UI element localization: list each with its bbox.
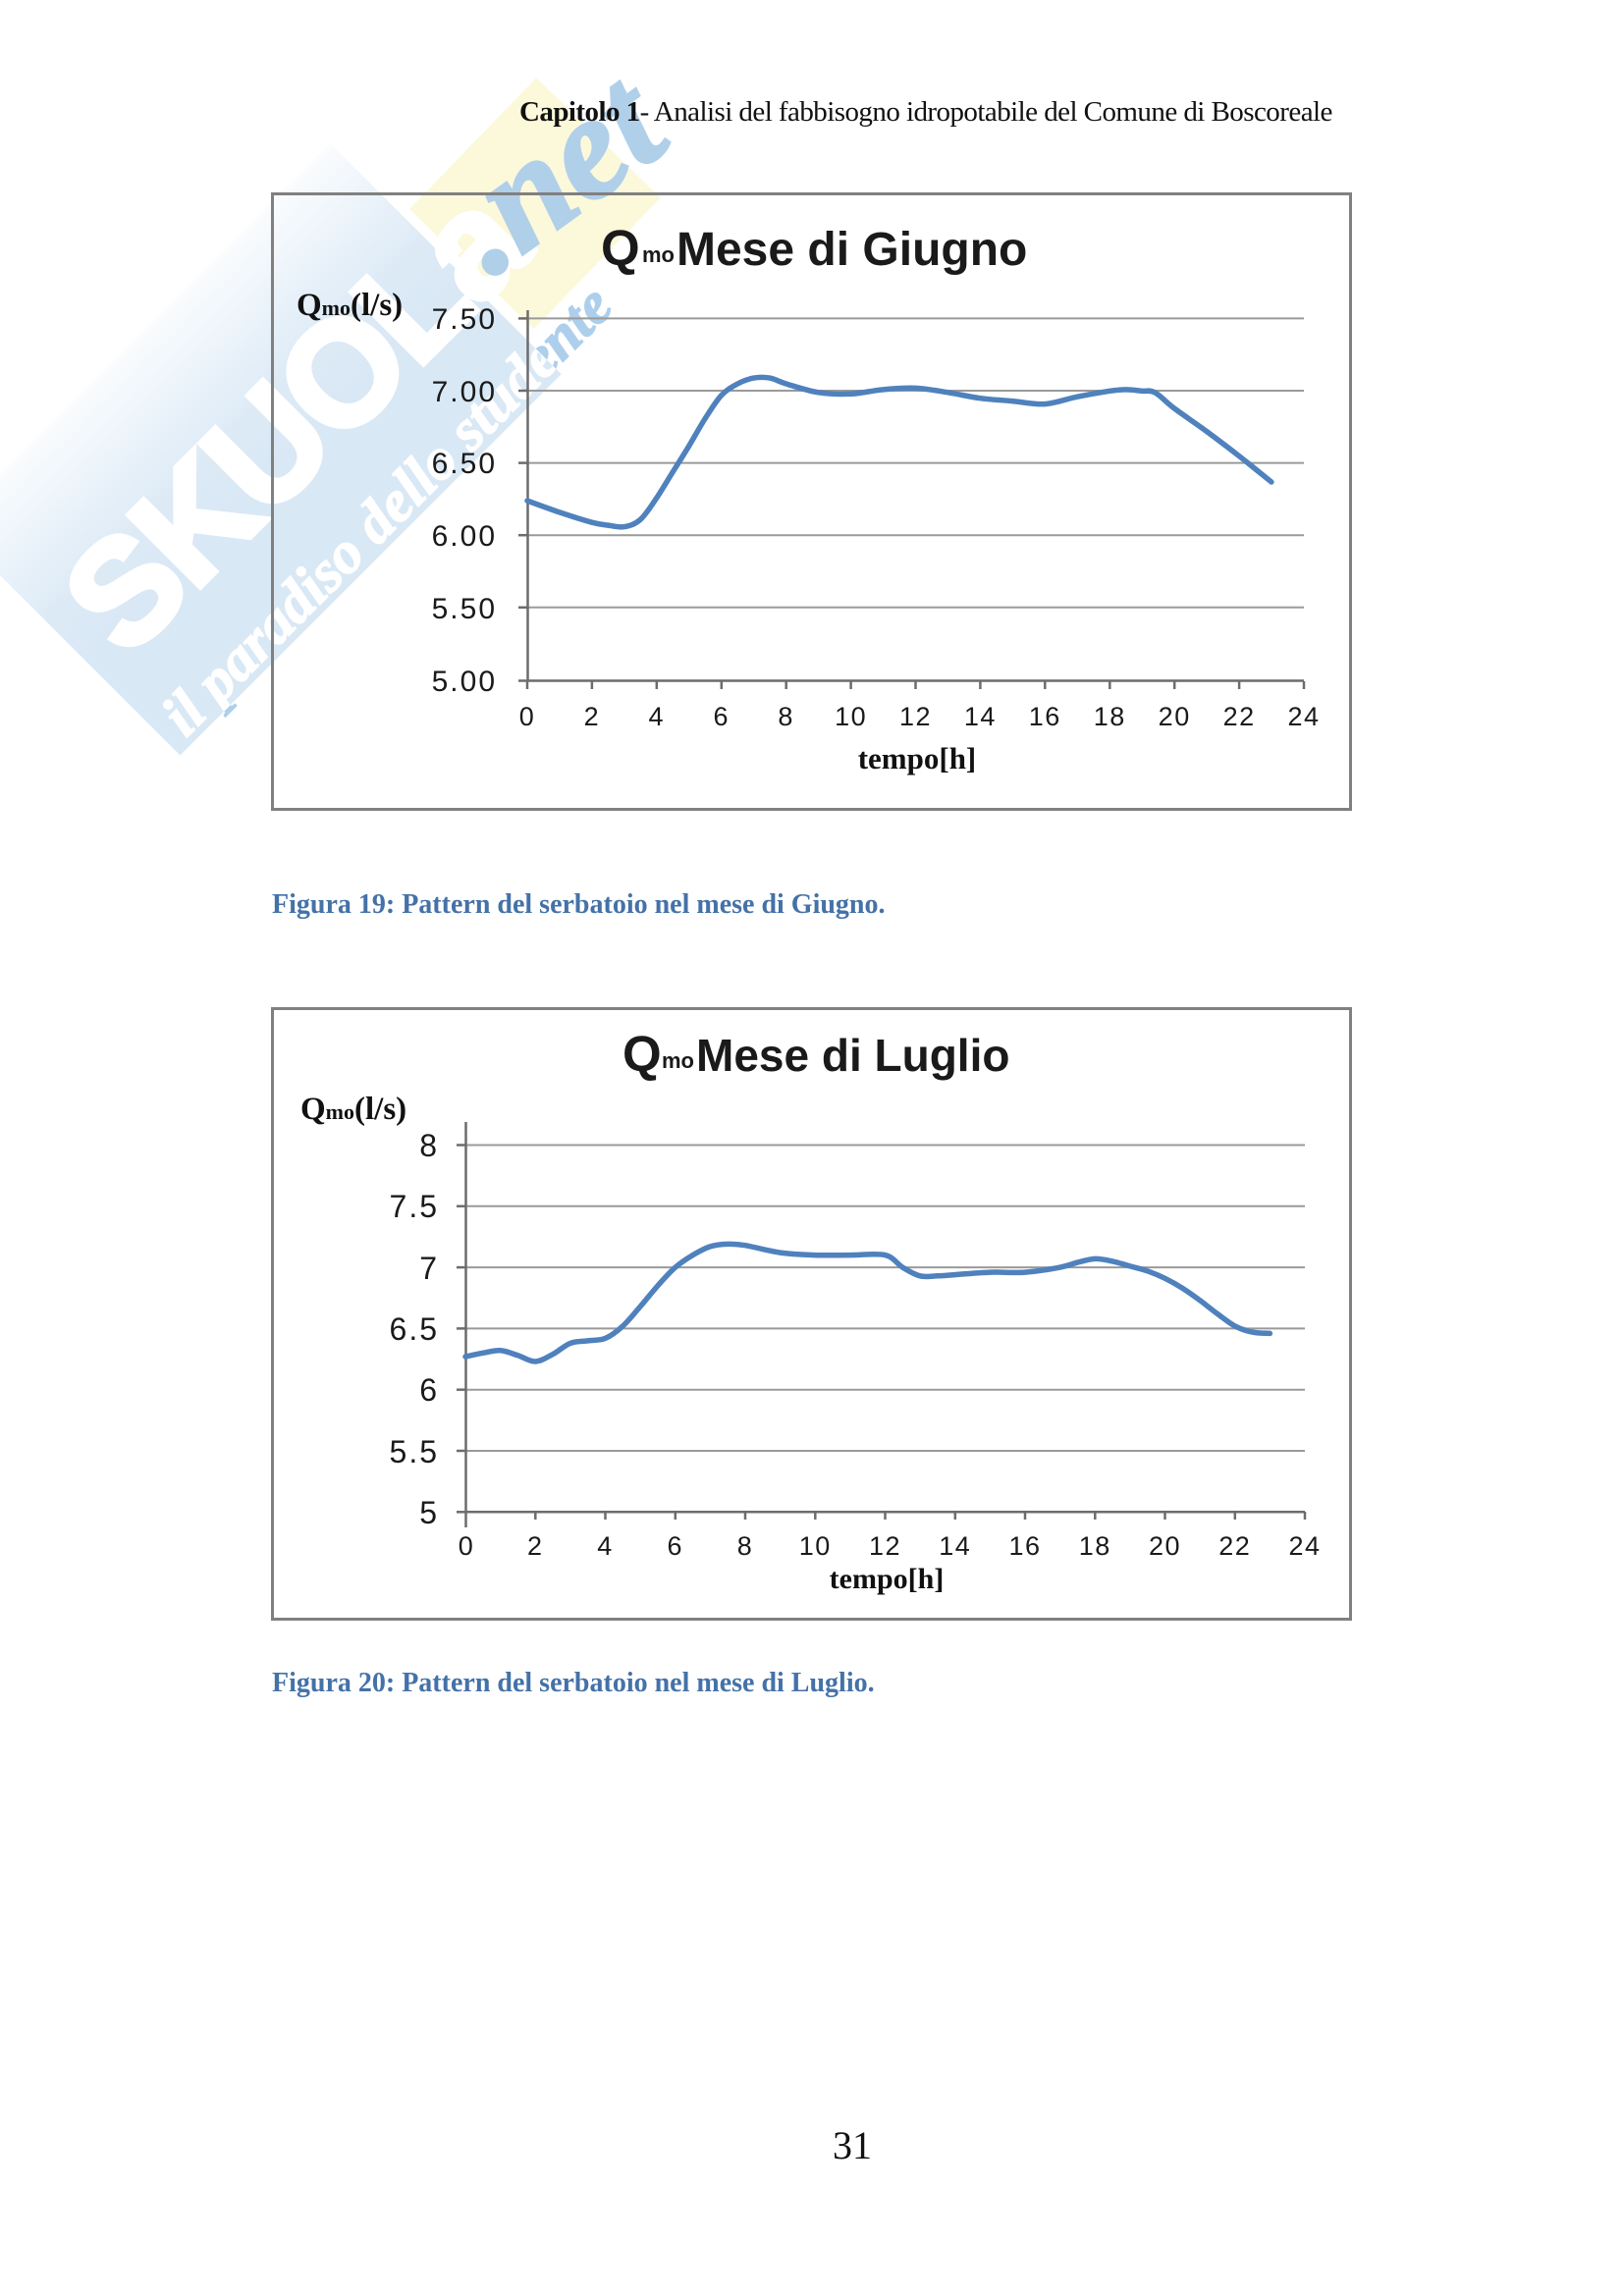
svg-text:20: 20: [1149, 1531, 1181, 1561]
svg-text:Q: Q: [622, 1026, 662, 1082]
svg-text:24: 24: [1287, 702, 1320, 731]
svg-text:22: 22: [1223, 702, 1256, 731]
svg-text:12: 12: [869, 1531, 901, 1561]
svg-text:16: 16: [1029, 702, 1061, 731]
svg-text:5.50: 5.50: [432, 593, 497, 625]
svg-text:2: 2: [584, 702, 601, 731]
svg-text:20: 20: [1159, 702, 1191, 731]
svg-text:Qmo(l/s): Qmo(l/s): [297, 288, 403, 323]
svg-text:Mese di Luglio: Mese di Luglio: [696, 1030, 1009, 1081]
svg-text:7.50: 7.50: [432, 303, 497, 336]
svg-text:4: 4: [597, 1531, 614, 1561]
svg-text:7: 7: [419, 1251, 439, 1286]
svg-text:8: 8: [419, 1128, 439, 1163]
svg-text:18: 18: [1094, 702, 1126, 731]
svg-text:22: 22: [1218, 1531, 1251, 1561]
svg-text:16: 16: [1008, 1531, 1041, 1561]
svg-text:Q: Q: [601, 220, 640, 276]
svg-text:6: 6: [714, 702, 730, 731]
svg-text:6.00: 6.00: [432, 520, 497, 553]
svg-text:6: 6: [668, 1531, 684, 1561]
svg-text:14: 14: [939, 1531, 971, 1561]
svg-text:10: 10: [799, 1531, 832, 1561]
svg-text:8: 8: [778, 702, 794, 731]
svg-text:24: 24: [1288, 1531, 1321, 1561]
svg-text:tempo[h]: tempo[h]: [830, 1563, 945, 1595]
svg-text:mo: mo: [662, 1048, 694, 1073]
svg-text:tempo[h]: tempo[h]: [858, 741, 977, 775]
svg-text:Qmo(l/s): Qmo(l/s): [300, 1092, 406, 1127]
svg-text:0: 0: [459, 1531, 475, 1561]
svg-text:12: 12: [899, 702, 932, 731]
svg-text:mo: mo: [642, 242, 675, 267]
svg-text:6.5: 6.5: [390, 1311, 439, 1347]
svg-text:2: 2: [527, 1531, 544, 1561]
svg-text:4: 4: [649, 702, 666, 731]
svg-text:5.00: 5.00: [432, 666, 497, 698]
svg-text:6.50: 6.50: [432, 448, 497, 480]
svg-text:6: 6: [419, 1372, 439, 1408]
svg-text:10: 10: [835, 702, 867, 731]
svg-text:5.5: 5.5: [390, 1434, 439, 1469]
svg-text:18: 18: [1079, 1531, 1111, 1561]
svg-text:Mese di Giugno: Mese di Giugno: [676, 224, 1027, 276]
svg-text:8: 8: [737, 1531, 754, 1561]
svg-text:7.00: 7.00: [432, 376, 497, 408]
svg-text:5: 5: [419, 1495, 439, 1530]
svg-text:14: 14: [964, 702, 997, 731]
svg-text:0: 0: [519, 702, 536, 731]
svg-text:7.5: 7.5: [390, 1189, 439, 1224]
